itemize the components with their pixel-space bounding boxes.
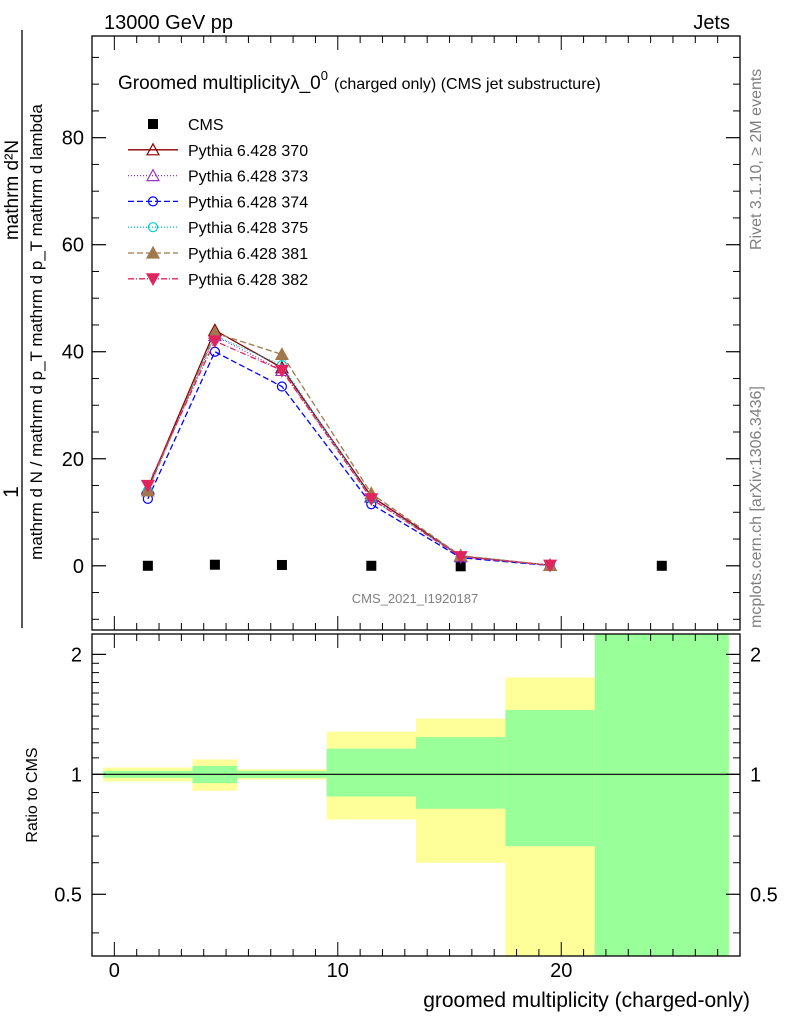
ratio-frame <box>91 633 741 957</box>
legend-1-marker-0 <box>145 142 161 156</box>
series-0-marker-2 <box>276 559 287 570</box>
analysis-label: CMS_2021_I1920187 <box>352 591 479 606</box>
ratio-ticks: 0.5 0.51 12 20 10 20 <box>54 634 778 982</box>
series-5-marker-2 <box>274 347 289 361</box>
chart-title-main: Groomed multiplicityλ_0 <box>118 73 321 94</box>
series-0-marker-1 <box>209 559 220 570</box>
ratio-inner-band-3 <box>326 748 416 797</box>
main-ytick-label: 60 <box>62 235 84 257</box>
series-0-marker-0 <box>142 560 153 571</box>
ratio-ytick-label-right: 0.5 <box>750 884 778 906</box>
legend-3-label: Pythia 6.428 374 <box>188 194 308 211</box>
legend-4-marker-0 <box>147 222 159 233</box>
legend-5-marker-0 <box>145 245 161 259</box>
series-6-marker-5 <box>543 559 558 573</box>
series-0-marker-4 <box>455 561 466 572</box>
legend-0-label: CMS <box>188 117 224 134</box>
x-tick-label: 0 <box>109 960 120 982</box>
series-6-marker-1 <box>207 335 222 349</box>
series-6-marker-4 <box>453 551 468 564</box>
series-2-line <box>147 334 551 566</box>
x-tick-label: 20 <box>550 960 572 982</box>
ylabel-top: 1 <box>0 486 23 498</box>
ratio-bands <box>103 634 729 956</box>
ylabel-numerator: mathrm d²N <box>2 140 23 240</box>
legend-2-marker-0 <box>145 168 161 182</box>
ylabel-denominator: mathrm d N / mathrm d p_T mathrm d p_T m… <box>27 104 46 560</box>
ratio-panel: 0.5 0.51 12 20 10 20 Ratio to CMS groomed mul… <box>24 633 778 1012</box>
legend: CMS Pythia 6.428 370 Pythia 6.428 373 Pythi… <box>128 117 308 289</box>
series-6-marker-3 <box>364 493 379 507</box>
legend-6-marker-0 <box>145 273 161 287</box>
series-0-marker-3 <box>366 560 377 571</box>
rivet-label: Rivet 3.1.10, ≥ 2M events <box>748 69 765 250</box>
ratio-inner-band-6 <box>594 634 729 956</box>
ratio-ytick-label-right: 1 <box>750 764 761 786</box>
legend-0-marker-0 <box>148 119 158 129</box>
ratio-ytick-label-right: 2 <box>750 644 761 666</box>
category-label: Jets <box>693 12 730 34</box>
legend-6-label: Pythia 6.428 382 <box>188 272 308 289</box>
main-ticks: 0 20 40 60 80 <box>62 36 740 630</box>
series-6-marker-0 <box>140 479 155 493</box>
ratio-ytick-label: 0.5 <box>54 884 82 906</box>
ratio-inner-band-4 <box>416 737 506 809</box>
x-tick-label: 10 <box>327 960 349 982</box>
energy-label: 13000 GeV pp <box>104 12 233 34</box>
series-3-line <box>147 350 551 567</box>
legend-4-label: Pythia 6.428 375 <box>188 220 308 237</box>
legend-3-marker-0 <box>147 196 159 207</box>
ratio-ylabel: Ratio to CMS <box>24 747 41 842</box>
chart-title-sup: 0 <box>321 68 328 83</box>
series-3-marker-2 <box>276 381 288 392</box>
legend-2-label: Pythia 6.428 373 <box>188 169 308 186</box>
series-6-marker-2 <box>274 364 289 378</box>
ratio-ytick-label: 1 <box>71 764 82 786</box>
chart-title: Groomed multiplicityλ_00 (charged only) (… <box>118 68 601 94</box>
series-4-line <box>147 334 551 566</box>
ratio-ytick-label: 2 <box>71 644 82 666</box>
series-5-line <box>147 332 551 566</box>
chart-title-tail: (charged only) (CMS jet substructure) <box>334 76 601 93</box>
series-0-marker-6 <box>656 560 667 571</box>
series-6-line <box>147 340 551 566</box>
source-label: mcplots.cern.ch [arXiv:1306.3436] <box>748 386 765 628</box>
main-marks <box>140 323 667 573</box>
legend-5-label: Pythia 6.428 381 <box>188 246 308 263</box>
main-ytick-label: 80 <box>62 128 84 150</box>
main-ytick-label: 0 <box>73 556 84 578</box>
x-axis-label: groomed multiplicity (charged-only) <box>423 989 750 1012</box>
legend-1-label: Pythia 6.428 370 <box>188 143 308 160</box>
main-frame <box>91 35 741 631</box>
ratio-inner-band-5 <box>505 710 595 847</box>
main-ytick-label: 20 <box>62 449 84 471</box>
main-ytick-label: 40 <box>62 342 84 364</box>
